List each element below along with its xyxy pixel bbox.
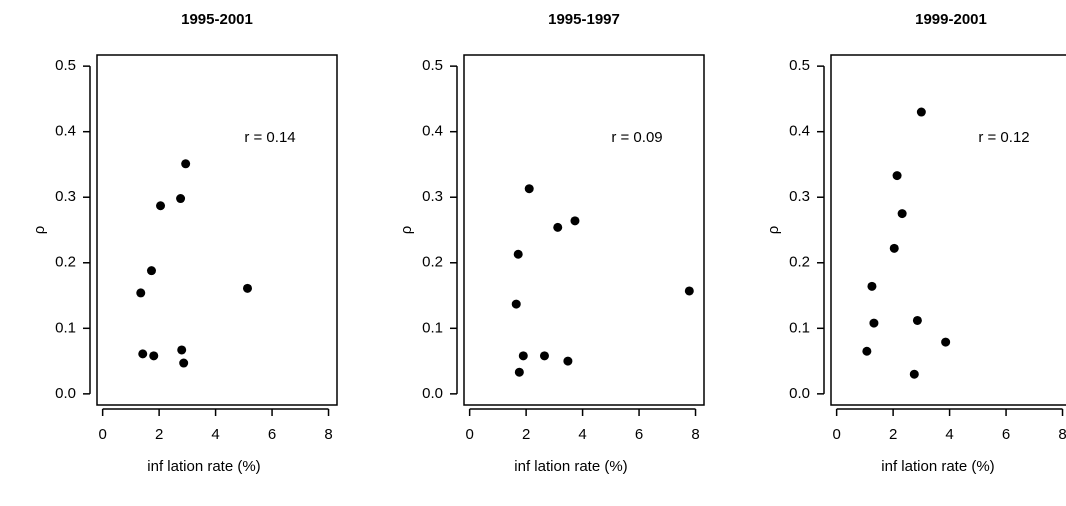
x-tick-label: 0 [832,426,840,443]
point [138,349,148,359]
x-axis-label: inf lation rate (%) [881,458,994,475]
point [177,345,187,355]
x-tick-label: 2 [889,426,897,443]
point [889,243,899,253]
x-tick-label: 8 [324,426,332,443]
point [514,367,524,377]
chart-title: 1995-2001 [181,11,253,28]
x-tick-label: 4 [945,426,953,443]
y-tick-label: 0.5 [55,57,76,74]
y-tick-label: 0.3 [789,188,810,205]
point [176,194,186,204]
point [912,315,922,325]
point [136,288,146,298]
y-tick-label: 0.3 [55,188,76,205]
point [941,337,951,347]
point [563,356,573,366]
y-tick-label: 0.4 [422,123,443,140]
y-tick-label: 0.5 [789,57,810,74]
point [524,184,534,194]
x-tick-label: 8 [1058,426,1066,443]
y-tick-label: 0.4 [55,123,76,140]
annotation: r = 0.14 [244,129,295,146]
annotation: r = 0.12 [978,129,1029,146]
y-axis-label: ρ [31,226,48,235]
x-tick-label: 2 [522,426,530,443]
chart-title: 1995-1997 [548,11,620,28]
point [553,222,563,232]
point [511,299,521,309]
y-tick-label: 0.0 [789,385,810,402]
plot-box [96,54,338,406]
x-tick-label: 4 [211,426,219,443]
y-tick-label: 0.4 [789,123,810,140]
x-axis-label: inf lation rate (%) [514,458,627,475]
x-tick-label: 6 [1002,426,1010,443]
point [539,351,549,361]
plot-box [830,54,1066,406]
y-tick-label: 0.3 [422,188,443,205]
x-tick-label: 8 [691,426,699,443]
point [892,171,902,181]
point [146,266,156,276]
y-tick-label: 0.0 [55,385,76,402]
y-axis-label: ρ [398,226,415,235]
point [916,107,926,117]
point [867,281,877,291]
y-axis-label: ρ [765,226,782,235]
plot-box [463,54,705,406]
point [897,209,907,219]
chart-title: 1999-2001 [915,11,987,28]
point [518,351,528,361]
point [570,216,580,226]
x-tick-label: 2 [155,426,163,443]
x-tick-label: 6 [635,426,643,443]
y-tick-label: 0.5 [422,57,443,74]
point [909,369,919,379]
y-tick-label: 0.2 [55,254,76,271]
point [684,286,694,296]
y-tick-label: 0.1 [789,319,810,336]
point [156,201,166,211]
x-tick-label: 0 [465,426,473,443]
point [869,318,879,328]
y-tick-label: 0.2 [422,254,443,271]
x-tick-label: 0 [98,426,106,443]
x-tick-label: 6 [268,426,276,443]
point [181,159,191,169]
point [513,249,523,259]
point [179,358,189,368]
point [149,351,159,361]
point [862,346,872,356]
y-tick-label: 0.2 [789,254,810,271]
annotation: r = 0.09 [611,129,662,146]
x-tick-label: 4 [578,426,586,443]
y-tick-label: 0.1 [55,319,76,336]
x-axis-label: inf lation rate (%) [147,458,260,475]
y-tick-label: 0.1 [422,319,443,336]
point [242,283,252,293]
y-tick-label: 0.0 [422,385,443,402]
